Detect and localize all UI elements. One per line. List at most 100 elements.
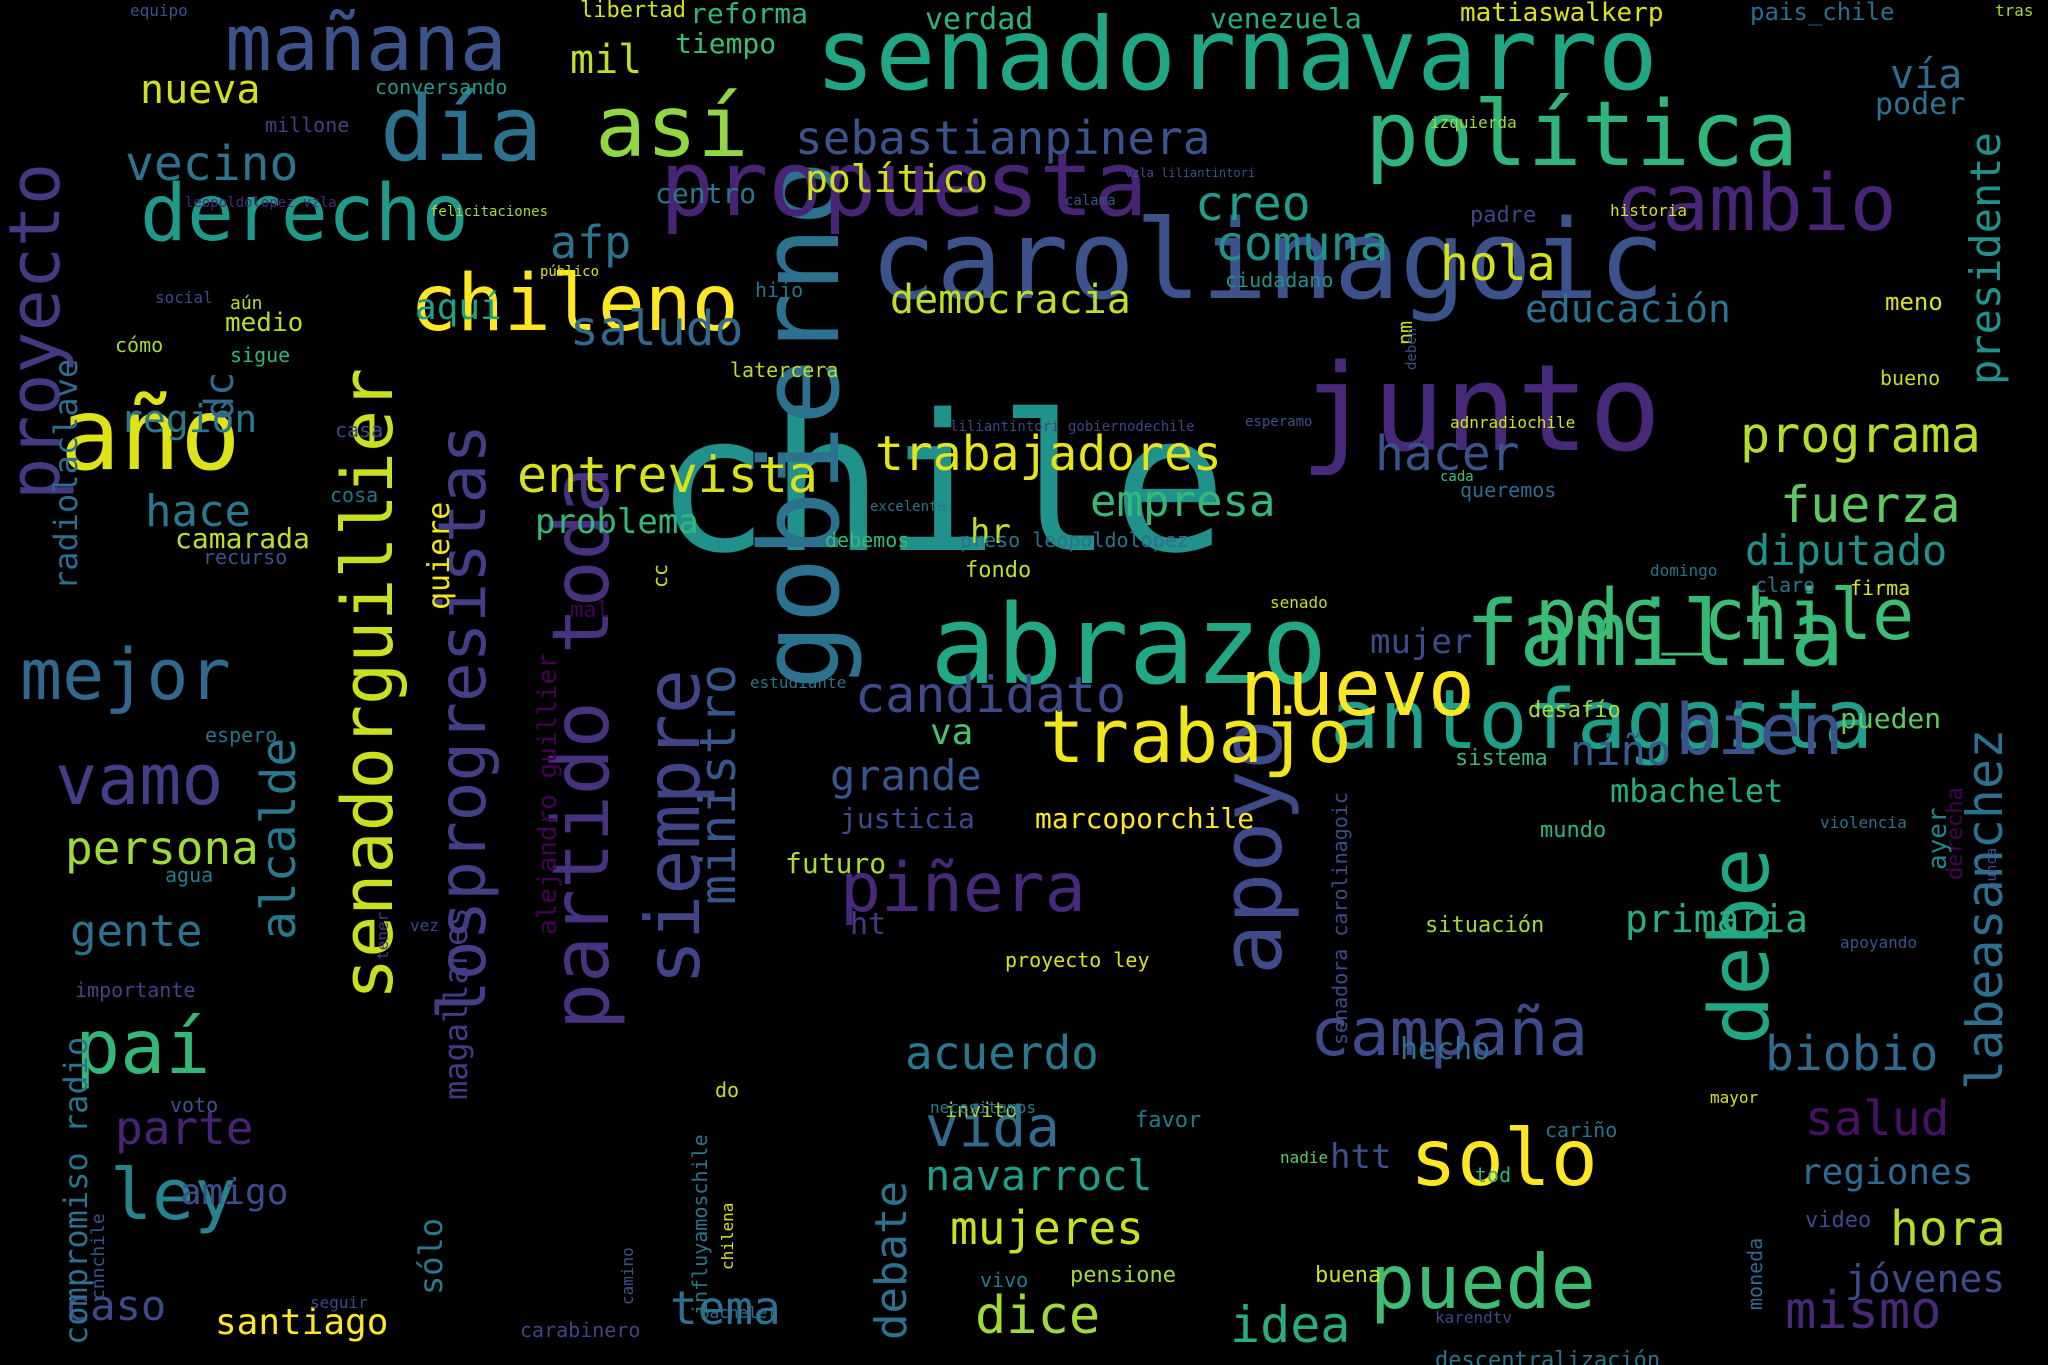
word-acuerdo: acuerdo — [905, 1026, 1099, 1080]
word-mejor: mejor — [20, 634, 231, 716]
word-apoyando: apoyando — [1840, 933, 1918, 952]
word-favor: favor — [1135, 1108, 1202, 1133]
word-pueden: pueden — [1840, 702, 1942, 735]
word-historia: historia — [1610, 201, 1688, 220]
word-cambio: cambio — [1615, 159, 1897, 249]
word-puede: puede — [1370, 1238, 1596, 1326]
word-saludo: saludo — [570, 301, 744, 357]
word-politico: político — [805, 157, 989, 201]
word-campana: campaña — [1310, 994, 1589, 1071]
word-propuesta: propuesta — [660, 132, 1148, 237]
word-debemos: debemos — [825, 528, 910, 552]
word-descentralizacion: descentralización — [1435, 1348, 1661, 1365]
word-social: social — [155, 288, 213, 307]
word-esperamo: esperamo — [1245, 414, 1313, 430]
word-va: va — [930, 712, 974, 753]
word-vez: vez — [410, 916, 439, 935]
word-mismo: mismo — [1785, 1281, 1942, 1341]
word-firma: firma — [1850, 576, 1911, 600]
word-tema: tema — [670, 1281, 781, 1335]
word-fondo: fondo — [965, 558, 1032, 583]
word-hace: hace — [145, 486, 251, 537]
word-primaria: primaria — [1625, 897, 1809, 941]
word-equipo: equipo — [130, 1, 188, 20]
word-adnradiochile: adnradiochile — [1450, 413, 1576, 432]
word-mundo: mundo — [1540, 818, 1607, 843]
word-biobio: biobio — [1765, 1026, 1939, 1082]
word-aqui: aquí — [415, 287, 502, 328]
word-bueno: bueno — [1880, 366, 1941, 390]
word-debate: debate — [866, 1181, 917, 1340]
word-ciudadano: ciudadano — [1225, 268, 1334, 292]
word-excelente: excelente — [870, 499, 946, 515]
word-quiere: quiere — [422, 501, 457, 610]
word-entrevista: entrevista — [517, 446, 819, 504]
word-alejandro-guillier: alejandro guillier — [533, 653, 563, 935]
word-camino: camino — [618, 1247, 637, 1305]
word-desafio: desafío — [1528, 698, 1621, 723]
word-carino: cariño — [1545, 1118, 1618, 1142]
word-invito: invito — [945, 1098, 1018, 1122]
word-verdad: verdad — [925, 2, 1034, 37]
word-sigue: sigue — [230, 343, 291, 367]
word-derecho: derecho — [140, 169, 469, 259]
word-preso-leopoldolopez: preso leopoldolopez — [960, 528, 1189, 552]
word-vida: vida — [925, 1095, 1060, 1160]
word-millone: millone — [265, 113, 350, 137]
word-nadie: nadie — [1280, 1148, 1329, 1167]
word-moneda: moneda — [1743, 1237, 1767, 1310]
word-pensione: pensione — [1070, 1263, 1176, 1288]
word-regiones: regiones — [1800, 1152, 1974, 1193]
word-hr: hr — [970, 512, 1011, 552]
word-hijo: hijo — [755, 278, 804, 302]
word-via: vía — [1890, 52, 1963, 98]
word-senadornavarro: senadornavarro — [815, 0, 1658, 113]
word-medio: medio — [225, 308, 304, 338]
word-recurso: recurso — [203, 545, 288, 569]
word-mbachelet: mbachelet — [1610, 772, 1784, 810]
word-carabinero: carabinero — [520, 1318, 641, 1342]
word-trabajo: trabajo — [1040, 694, 1352, 780]
word-region: región — [120, 397, 258, 441]
word-sistema: sistema — [1455, 746, 1548, 771]
word-dice: dice — [975, 1286, 1101, 1346]
word-debe: debe — [1693, 847, 1788, 1045]
word-politica: política — [1365, 82, 1799, 187]
word-hora: hora — [1890, 1201, 2006, 1257]
word-tras: tras — [1995, 1, 2034, 20]
word-nueva: nueva — [140, 67, 261, 113]
word-ano: año — [60, 376, 241, 493]
word-htt: htt — [1330, 1137, 1392, 1177]
word-senadorguillier: senadorguillier — [327, 367, 409, 1000]
word-hola: hola — [1440, 236, 1556, 292]
word-nunca: nunca — [1984, 847, 2000, 890]
word-venezuela: venezuela — [1210, 2, 1362, 35]
word-mujeres: mujeres — [950, 1201, 1144, 1255]
word-felicitaciones: felicitaciones — [430, 204, 549, 220]
word-solo: solo — [1410, 1114, 1598, 1204]
word-cnnchile: cnnchile — [88, 1213, 109, 1300]
word-empresa: empresa — [1090, 476, 1276, 527]
word-senado: senado — [1270, 593, 1328, 612]
word-camarada: camarada — [175, 522, 310, 555]
word-dc: dc — [197, 371, 243, 420]
word-latercera: latercera — [730, 358, 839, 382]
word-cosa: cosa — [330, 483, 379, 507]
word-buena: buena — [1315, 1263, 1382, 1288]
word-educacion: educación — [1525, 287, 1731, 331]
word-tener: tener — [373, 911, 392, 960]
word-chile: chile — [655, 374, 1227, 595]
word-programa: programa — [1740, 406, 1981, 464]
word-leopoldolopez-vzla: leopoldolopez vzla — [185, 195, 337, 211]
word-mil: mil — [570, 37, 643, 83]
word-labeasanchez: labeasanchez — [1956, 728, 2014, 1090]
word-estudiante: estudiante — [750, 673, 847, 692]
word-solo-accent: sólo — [412, 1217, 450, 1295]
word-chileno: chileno — [410, 259, 739, 349]
word-futuro: futuro — [785, 847, 887, 880]
word-jovenes: jóvenes — [1845, 1257, 2006, 1301]
word-amigo: amigo — [180, 1172, 289, 1213]
word-izquierda: izquierda — [1430, 113, 1517, 132]
word-vzla-liliantintori: vzla liliantintori — [1125, 166, 1256, 180]
word-violencia: violencia — [1820, 813, 1907, 832]
